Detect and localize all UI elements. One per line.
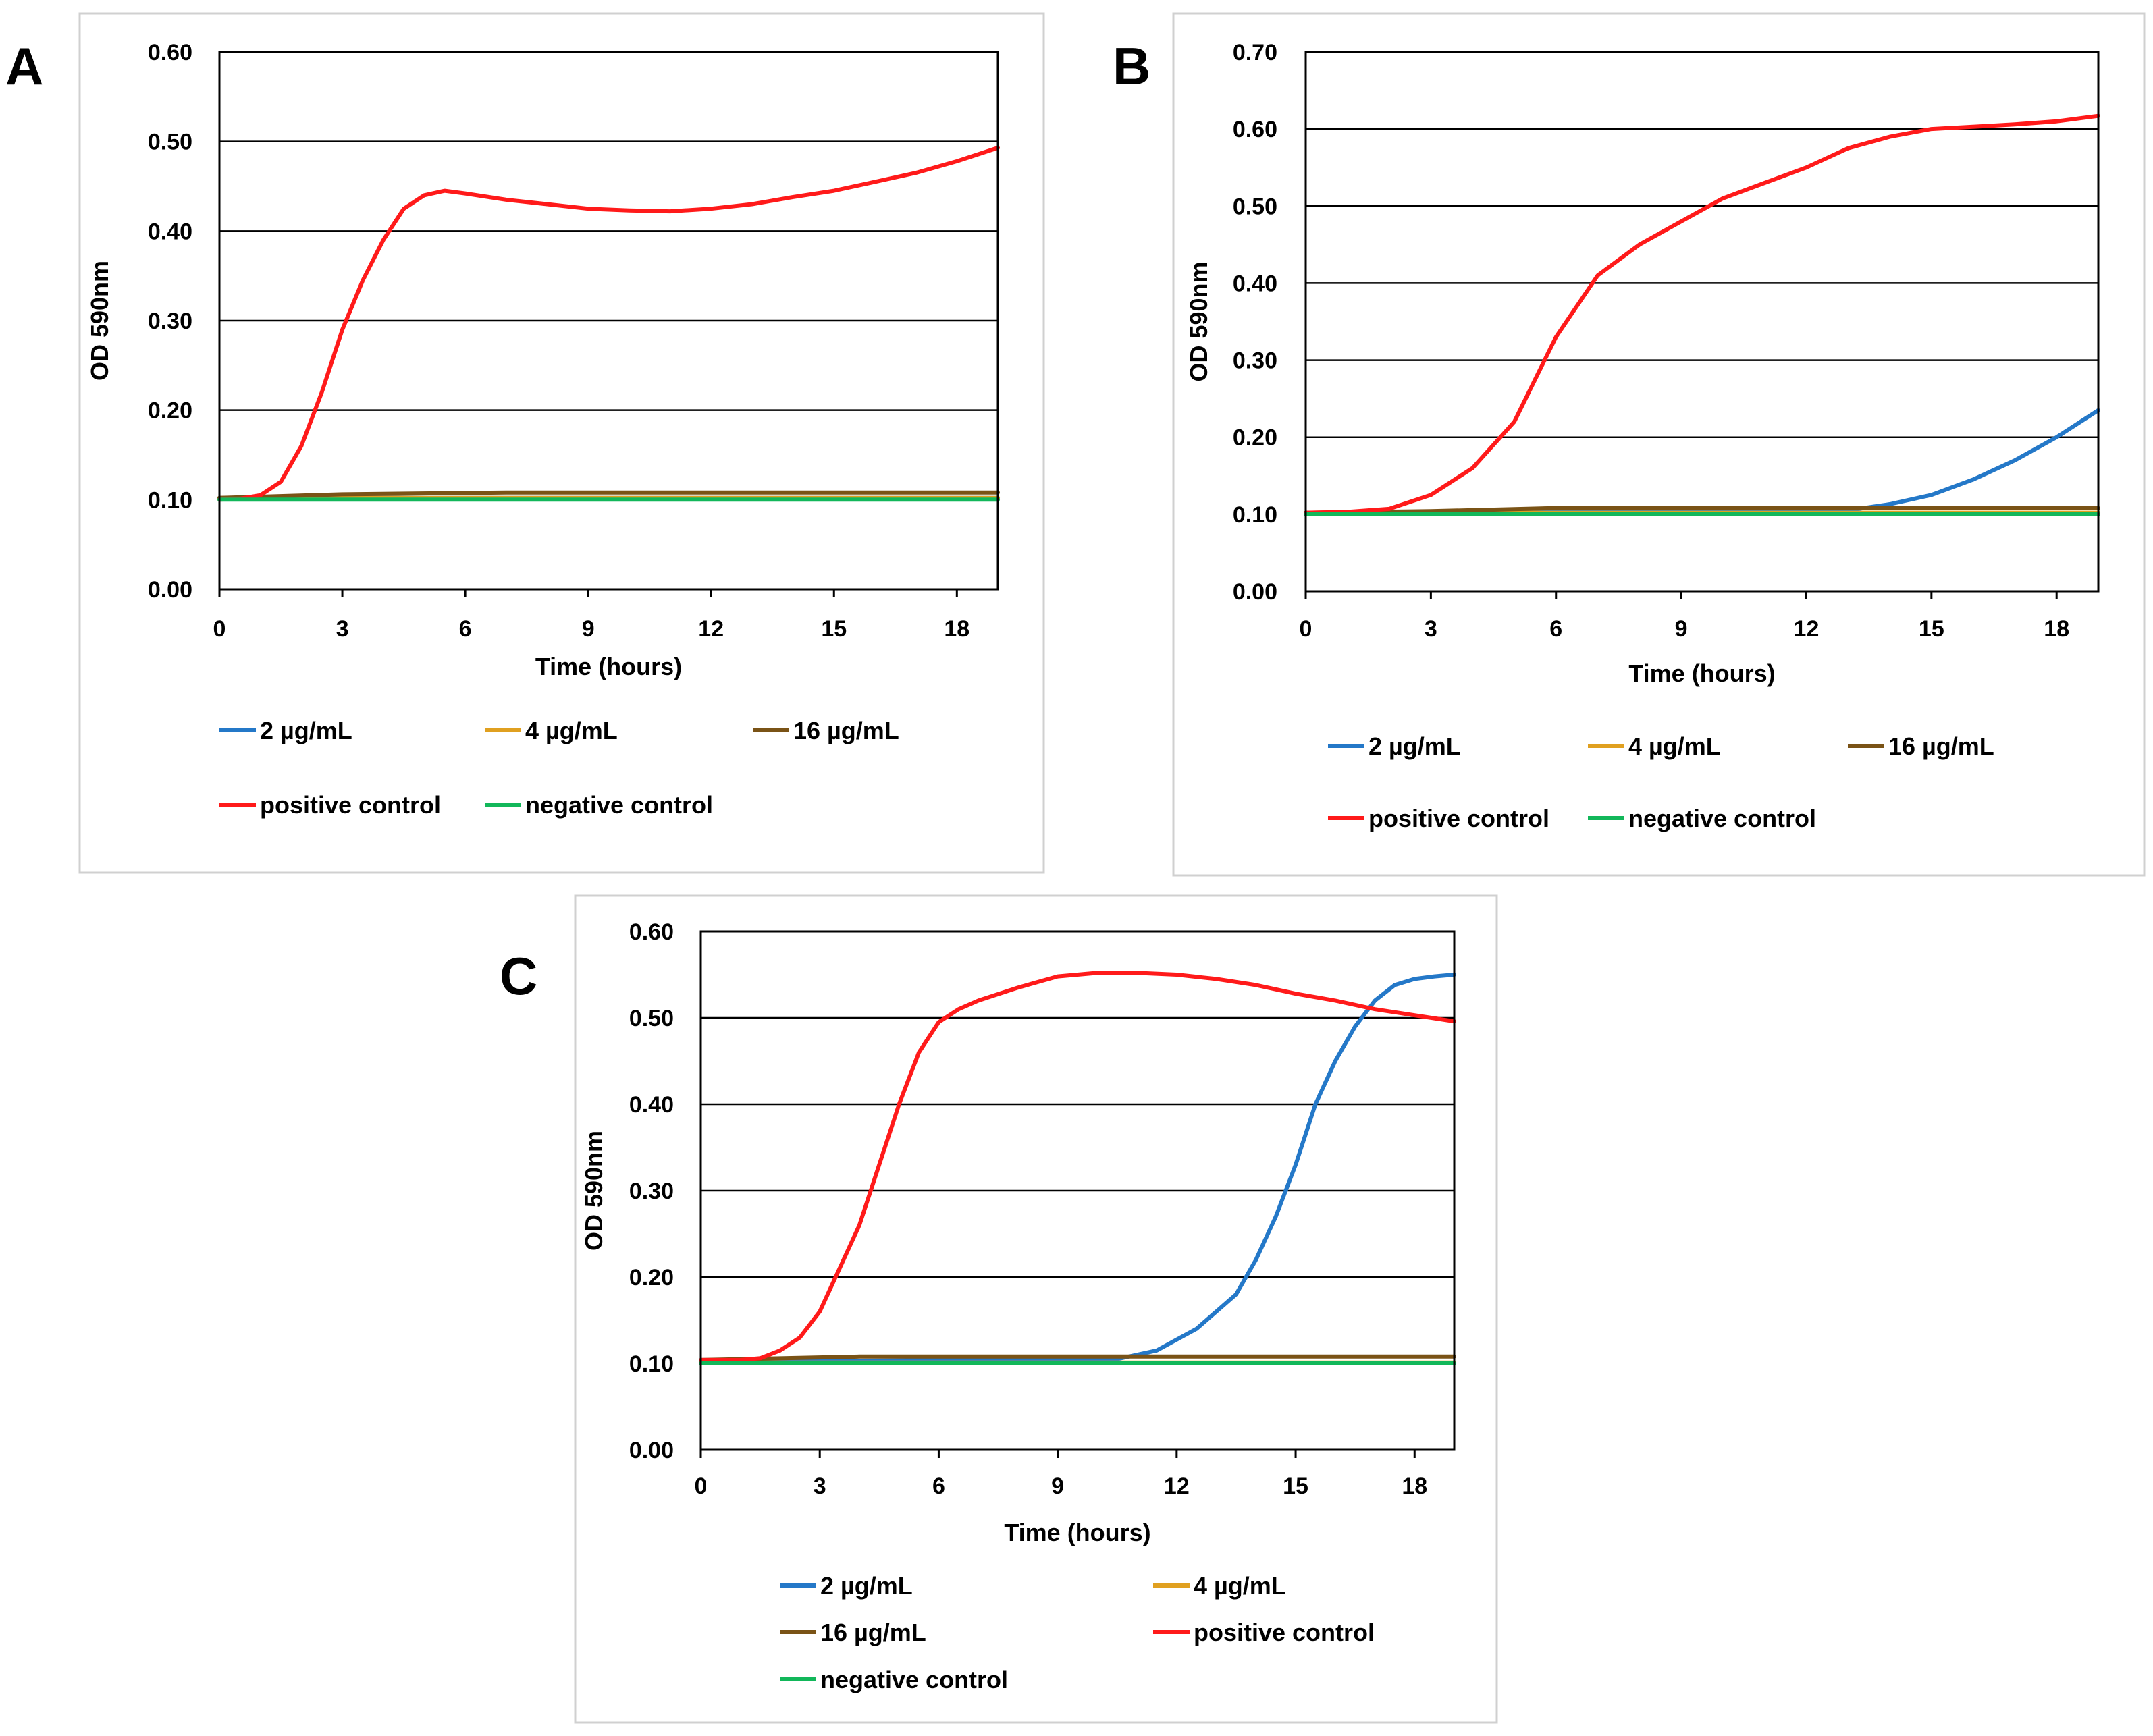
y-tick-label: 0.10 <box>1233 502 1277 528</box>
series-line <box>217 490 1000 500</box>
y-tick-label: 0.70 <box>1233 40 1277 65</box>
panel-frame <box>574 894 1498 1724</box>
x-tick-label: 3 <box>336 616 349 642</box>
x-tick-label: 3 <box>1425 616 1437 642</box>
y-tick-label: 0.00 <box>1233 579 1277 605</box>
y-tick-label: 0.50 <box>1233 194 1277 219</box>
legend-label: positive control <box>1194 1619 1375 1646</box>
legend-label: 4 µg/mL <box>525 717 618 744</box>
y-tick-label: 0.30 <box>1233 348 1277 374</box>
x-tick-label: 6 <box>1549 616 1562 642</box>
plot-area <box>1304 51 2100 593</box>
x-axis-title: Time (hours) <box>1004 1519 1150 1546</box>
y-tick-label: 0.40 <box>1233 271 1277 296</box>
x-tick-label: 6 <box>932 1473 945 1499</box>
y-tick-label: 0.30 <box>629 1178 674 1204</box>
plot-area <box>699 930 1456 1451</box>
y-tick-label: 0.00 <box>148 577 192 603</box>
legend-label: 2 µg/mL <box>1368 732 1461 760</box>
x-tick-label: 9 <box>1051 1473 1064 1499</box>
legend-label: negative control <box>1628 805 1816 832</box>
y-axis-title: OD 590nm <box>1185 261 1213 381</box>
x-tick-label: 9 <box>1675 616 1688 642</box>
x-tick-label: 0 <box>213 616 226 642</box>
x-axis-title: Time (hours) <box>535 653 682 680</box>
y-tick-label: 0.60 <box>1233 117 1277 142</box>
legend-label: 2 µg/mL <box>820 1572 913 1600</box>
series-line <box>1304 113 2100 515</box>
panel-b: B 0.00 0.10 0.20 0.30 0.40 0.50 0.60 0.70 0 3 6 9 12 1… <box>1113 12 2146 877</box>
x-tick-label: 0 <box>1300 616 1312 642</box>
x-tick-label: 15 <box>1283 1473 1308 1499</box>
x-tick-label: 18 <box>944 616 969 642</box>
x-tick-label: 12 <box>698 616 724 642</box>
y-axis-title: OD 590nm <box>86 261 113 381</box>
y-tick-label: 0.50 <box>629 1006 674 1031</box>
y-tick-label: 0.40 <box>148 219 192 244</box>
y-tick-label: 0.10 <box>629 1351 674 1377</box>
legend-label: 16 µg/mL <box>820 1619 926 1646</box>
y-axis-title: OD 590nm <box>580 1131 608 1251</box>
y-tick-label: 0.20 <box>1233 425 1277 451</box>
y-tick-label: 0.20 <box>148 398 192 424</box>
y-tick-label: 0.40 <box>629 1092 674 1118</box>
x-tick-label: 12 <box>1794 616 1819 642</box>
legend-label: positive control <box>260 791 441 819</box>
x-tick-label: 6 <box>459 616 472 642</box>
panel-a: A 0.00 0.10 0.20 0.30 0.40 0.50 0.60 0 3 6 9 12 15 18 O… <box>5 12 1045 874</box>
y-tick-label: 0.10 <box>148 487 192 513</box>
y-tick-label: 0.60 <box>629 919 674 945</box>
panel-frame <box>78 12 1045 874</box>
legend-label: 16 µg/mL <box>793 717 899 744</box>
legend-label: positive control <box>1368 805 1549 832</box>
series-line <box>699 973 1456 1364</box>
y-tick-label: 0.50 <box>148 130 192 155</box>
x-tick-label: 15 <box>821 616 847 642</box>
series-line <box>699 971 1456 1362</box>
series-line <box>217 146 1000 502</box>
x-tick-label: 3 <box>814 1473 826 1499</box>
legend-label: 4 µg/mL <box>1628 732 1721 760</box>
legend-label: 2 µg/mL <box>260 717 352 744</box>
x-axis-title: Time (hours) <box>1628 659 1775 687</box>
x-tick-label: 9 <box>582 616 595 642</box>
x-tick-label: 15 <box>1919 616 1944 642</box>
panel-frame <box>1172 12 2146 877</box>
x-tick-label: 18 <box>2044 616 2069 642</box>
panel-c: C 0.00 0.10 0.20 0.30 0.40 0.50 0.60 0 3 6 9 12 15 18 O… <box>500 894 1498 1724</box>
legend-label: 16 µg/mL <box>1888 732 1994 760</box>
y-tick-label: 0.20 <box>629 1265 674 1291</box>
y-tick-label: 0.60 <box>148 40 192 65</box>
panel-letter: A <box>5 36 43 96</box>
y-tick-label: 0.00 <box>629 1438 674 1463</box>
panel-letter: B <box>1113 36 1150 96</box>
panel-letter: C <box>500 946 537 1006</box>
legend-label: 4 µg/mL <box>1194 1572 1286 1600</box>
x-tick-label: 18 <box>1402 1473 1427 1499</box>
plot-area <box>218 51 999 591</box>
x-tick-label: 0 <box>695 1473 708 1499</box>
legend-label: negative control <box>820 1666 1008 1693</box>
x-tick-label: 12 <box>1164 1473 1190 1499</box>
legend-label: negative control <box>525 791 713 819</box>
y-tick-label: 0.30 <box>148 308 192 334</box>
